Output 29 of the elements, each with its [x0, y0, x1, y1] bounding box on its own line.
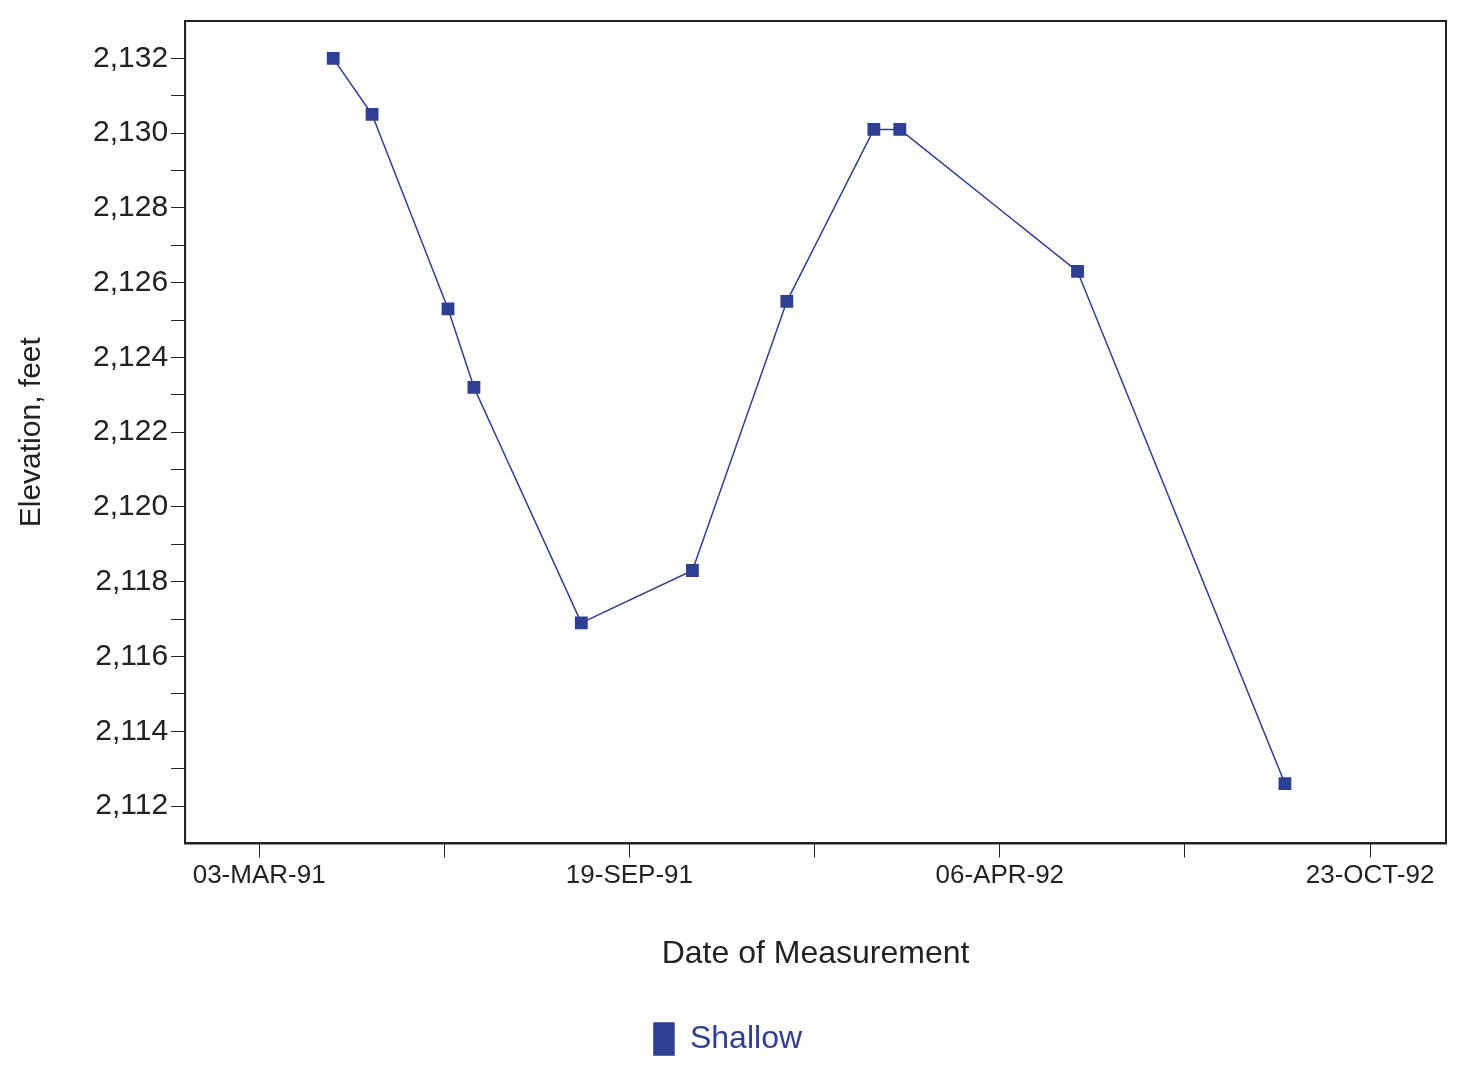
- point: [365, 108, 379, 121]
- point: [467, 380, 481, 394]
- y-tick-label: 2,120: [93, 488, 169, 522]
- point: [574, 616, 588, 630]
- x-axis-title: Date of Measurement: [661, 933, 970, 970]
- x-tick-label: 03-MAR-91: [192, 859, 326, 890]
- y-tick-label: 2,112: [95, 787, 169, 821]
- x-tick-label: 06-APR-92: [935, 859, 1065, 890]
- point: [326, 51, 340, 65]
- point: [1278, 777, 1292, 790]
- y-axis-title: Elevation, feet: [13, 336, 47, 528]
- y-tick-label: 2,116: [95, 637, 169, 671]
- point: [893, 123, 907, 136]
- y-tick-label: 2,114: [95, 712, 169, 746]
- x-tick-label: 23-OCT-92: [1305, 859, 1435, 890]
- y-tick-label: 2,132: [93, 39, 169, 73]
- point: [686, 564, 699, 577]
- x-tick-label: 19-SEP-91: [565, 859, 694, 890]
- point: [1071, 265, 1084, 278]
- y-tick-label: 2,130: [93, 114, 169, 148]
- legend-label: Shallow: [689, 1018, 803, 1055]
- point: [441, 302, 455, 316]
- y-tick-label: 2,118: [95, 562, 169, 596]
- y-tick-label: 2,128: [93, 189, 169, 223]
- y-tick-label: 2,122: [93, 413, 169, 447]
- point: [867, 123, 881, 136]
- y-tick-label: 2,124: [93, 338, 169, 372]
- y-tick-label: 2,126: [93, 263, 169, 297]
- point: [780, 294, 794, 308]
